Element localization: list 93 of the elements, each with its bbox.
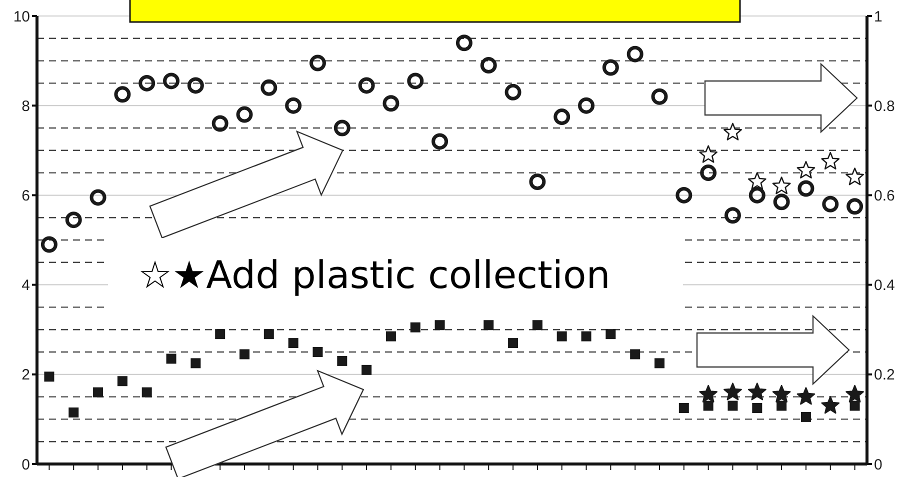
point xyxy=(626,46,644,62)
y-tick-label: 2 xyxy=(22,366,30,384)
point xyxy=(142,387,152,398)
point xyxy=(748,382,766,400)
y2-tick-label: 0.2 xyxy=(874,366,895,384)
point xyxy=(166,354,176,364)
point xyxy=(630,349,640,360)
point xyxy=(138,74,156,92)
y2-tick-label: 0.6 xyxy=(874,188,895,205)
point xyxy=(90,189,106,206)
point xyxy=(407,72,424,90)
point xyxy=(480,57,497,74)
point xyxy=(532,320,542,330)
y2-tick-label: 1 xyxy=(874,8,882,26)
point xyxy=(309,54,326,72)
point xyxy=(703,400,714,411)
point xyxy=(190,358,201,368)
point xyxy=(362,364,372,375)
point xyxy=(334,120,350,136)
y2-tick-label: 0 xyxy=(874,456,882,474)
y-tick-label: 0 xyxy=(22,456,30,474)
point xyxy=(240,349,250,360)
point xyxy=(800,412,811,422)
point xyxy=(285,97,302,114)
point xyxy=(581,331,592,342)
point xyxy=(44,372,54,382)
point xyxy=(212,115,228,132)
point xyxy=(700,164,717,182)
y2-tick-label: 0.8 xyxy=(874,98,895,115)
point xyxy=(846,384,864,402)
point xyxy=(654,358,664,368)
point xyxy=(264,329,274,340)
point xyxy=(288,338,298,348)
point xyxy=(40,236,58,253)
point xyxy=(358,77,375,94)
point xyxy=(724,207,741,224)
point xyxy=(798,180,814,197)
point xyxy=(434,320,445,330)
annotation: ☆★Add plastic collection xyxy=(108,238,683,312)
point xyxy=(65,212,82,228)
point xyxy=(456,34,472,52)
y-tick-label: 4 xyxy=(22,277,30,294)
point xyxy=(752,403,762,413)
point xyxy=(410,322,420,332)
point xyxy=(846,168,864,186)
point xyxy=(651,88,668,105)
point xyxy=(796,160,816,178)
point xyxy=(796,387,816,405)
point xyxy=(114,86,131,103)
point xyxy=(821,396,840,414)
y-tick-label: 8 xyxy=(22,98,30,115)
y-tick-label: 6 xyxy=(22,188,30,205)
point xyxy=(748,186,766,204)
point xyxy=(699,384,718,402)
point xyxy=(602,59,619,76)
point xyxy=(676,186,692,204)
point xyxy=(386,331,396,342)
point xyxy=(748,172,766,190)
y2-tick-label: 0.4 xyxy=(874,277,895,294)
point xyxy=(529,174,546,190)
y-tick-label: 10 xyxy=(13,8,30,26)
point xyxy=(772,176,791,194)
point xyxy=(117,376,128,386)
point xyxy=(187,77,204,94)
point xyxy=(724,122,742,140)
point xyxy=(382,95,400,112)
point xyxy=(724,382,742,400)
point xyxy=(312,347,323,357)
point xyxy=(554,108,570,126)
point xyxy=(260,79,278,96)
point xyxy=(93,387,104,398)
point xyxy=(850,400,860,411)
point xyxy=(508,338,518,348)
point xyxy=(578,97,595,114)
point xyxy=(556,331,567,342)
point xyxy=(776,400,787,411)
point xyxy=(163,72,180,90)
point xyxy=(68,407,79,418)
point xyxy=(822,196,839,212)
point xyxy=(728,400,738,411)
point xyxy=(678,403,689,413)
point xyxy=(504,84,522,100)
point xyxy=(236,106,253,123)
point xyxy=(432,133,448,150)
point xyxy=(821,152,840,170)
point xyxy=(484,320,494,330)
point xyxy=(337,356,348,366)
point xyxy=(846,198,864,215)
point xyxy=(772,384,791,402)
point xyxy=(773,194,790,210)
point xyxy=(215,329,226,340)
point xyxy=(606,329,616,340)
point xyxy=(699,145,718,163)
